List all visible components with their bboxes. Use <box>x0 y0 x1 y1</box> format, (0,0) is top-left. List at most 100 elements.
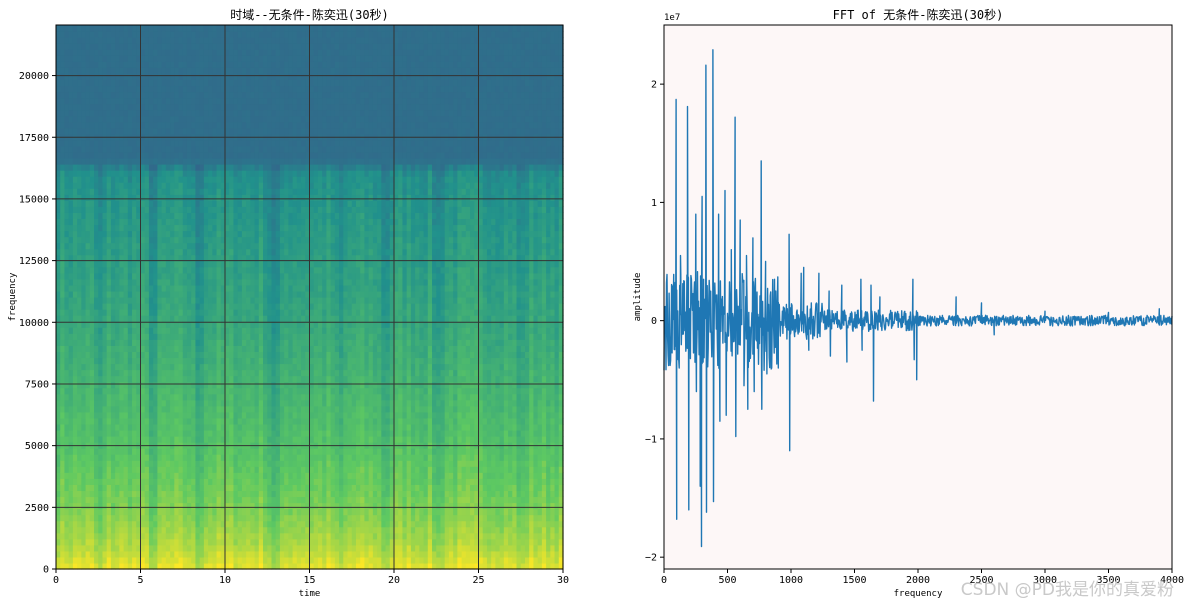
spectrogram-cell <box>72 309 78 316</box>
spectrogram-cell <box>64 454 70 461</box>
spectrogram-cell <box>174 478 180 485</box>
spectrogram-cell <box>77 61 82 68</box>
spectrogram-cell <box>77 170 82 177</box>
spectrogram-cell <box>233 405 239 413</box>
spectrogram-cell <box>229 327 235 334</box>
spectrogram-cell <box>220 399 226 407</box>
spectrogram-cell <box>263 139 268 147</box>
spectrogram-cell <box>237 321 243 328</box>
spectrogram-cell <box>161 454 167 461</box>
spectrogram-cell <box>81 405 87 413</box>
spectrogram-cell <box>182 170 188 177</box>
spectrogram-cell <box>170 562 175 570</box>
spectrogram-cell <box>208 399 213 407</box>
spectrogram-cell <box>254 85 260 93</box>
spectrogram-cell <box>254 405 260 413</box>
spectrogram-cell <box>110 423 116 431</box>
spectrogram-cell <box>170 345 175 352</box>
spectrogram-cell <box>98 43 104 50</box>
spectrogram-cell <box>56 248 61 256</box>
spectrogram-cell <box>284 188 289 195</box>
spectrogram-cell <box>195 188 201 195</box>
spectrogram-cell <box>284 562 289 570</box>
spectrogram-cell <box>195 151 201 159</box>
spectrogram-cell <box>136 333 142 340</box>
spectrogram-cell <box>212 272 218 280</box>
spectrogram-cell <box>271 194 277 201</box>
spectrogram-cell <box>119 260 125 268</box>
spectrogram-cell <box>170 460 175 467</box>
spectrogram-cell <box>279 31 285 38</box>
spectrogram-cell <box>271 224 277 232</box>
spectrogram-cell <box>258 502 264 510</box>
spectrogram-cell <box>220 448 226 455</box>
spectrogram-cell <box>64 260 70 268</box>
spectrogram-cell <box>102 79 108 87</box>
spectrogram-cell <box>229 188 235 195</box>
spectrogram-cell <box>72 164 78 171</box>
spectrogram-cell <box>157 429 163 437</box>
spectrogram-cell <box>115 448 120 455</box>
spectrogram-cell <box>110 484 116 492</box>
spectrogram-cell <box>98 333 104 340</box>
spectrogram-cell <box>153 49 158 56</box>
spectrogram-cell <box>56 315 61 322</box>
spectrogram-cell <box>212 339 218 346</box>
spectrogram-cell <box>127 544 133 552</box>
spectrogram-cell <box>182 248 188 256</box>
spectrogram-cell <box>250 25 256 32</box>
spectrogram-cell <box>254 484 260 492</box>
spectrogram-cell <box>233 496 239 504</box>
spectrogram-cell <box>165 369 171 377</box>
spectrogram-cell <box>165 218 171 226</box>
spectrogram-cell <box>56 297 61 304</box>
spectrogram-cell <box>233 309 239 316</box>
spectrogram-cell <box>182 417 188 425</box>
spectrogram-cell <box>220 266 226 274</box>
spectrogram-cell <box>208 526 213 534</box>
spectrogram-cell <box>123 399 129 407</box>
spectrogram-cell <box>72 260 78 268</box>
spectrogram-cell <box>258 297 264 304</box>
spectrogram-cell <box>144 260 150 268</box>
spectrogram-cell <box>102 448 108 455</box>
spectrogram-cell <box>178 472 184 479</box>
spectrogram-cell <box>94 393 99 401</box>
spectrogram-cell <box>170 363 175 371</box>
spectrogram-cell <box>254 115 260 123</box>
spectrogram-cell <box>258 327 264 334</box>
spectrogram-cell <box>127 369 133 377</box>
spectrogram-cell <box>246 351 251 359</box>
spectrogram-cell <box>288 357 294 365</box>
spectrogram-cell <box>127 327 133 334</box>
spectrogram-cell <box>182 538 188 546</box>
spectrogram-cell <box>220 327 226 334</box>
spectrogram-cell <box>132 538 137 546</box>
spectrogram-cell <box>77 37 82 44</box>
spectrogram-cell <box>271 429 277 437</box>
spectrogram-cell <box>237 454 243 461</box>
spectrogram-cell <box>254 260 260 268</box>
spectrogram-cell <box>229 526 235 534</box>
spectrogram-cell <box>220 67 226 74</box>
spectrogram-cell <box>250 405 256 413</box>
spectrogram-cell <box>186 357 192 365</box>
spectrogram-cell <box>165 417 171 425</box>
spectrogram-cell <box>127 79 133 87</box>
spectrogram-cell <box>64 272 70 280</box>
spectrogram-cell <box>250 460 256 467</box>
spectrogram-cell <box>174 284 180 292</box>
spectrogram-cell <box>195 526 201 534</box>
spectrogram-cell <box>81 55 87 62</box>
spectrogram-cell <box>72 321 78 328</box>
spectrogram-cell <box>64 490 70 498</box>
spectrogram-cell <box>165 254 171 262</box>
spectrogram-cell <box>77 272 82 280</box>
spectrogram-cell <box>136 127 142 135</box>
spectrogram-cell <box>123 363 129 371</box>
spectrogram-cell <box>263 188 268 195</box>
spectrogram-cell <box>68 303 74 310</box>
spectrogram-cell <box>199 544 205 552</box>
spectrogram-cell <box>89 272 95 280</box>
spectrogram-cell <box>56 556 61 564</box>
